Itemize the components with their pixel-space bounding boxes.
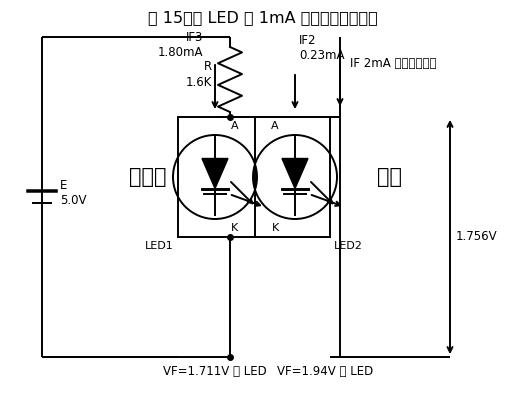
Text: 暗い: 暗い: [378, 167, 402, 187]
Text: IF3
1.80mA: IF3 1.80mA: [157, 31, 203, 59]
Text: 明るい: 明るい: [128, 167, 166, 187]
Text: VF=1.94V の LED: VF=1.94V の LED: [277, 365, 373, 378]
Text: VF=1.711V の LED: VF=1.711V の LED: [163, 365, 267, 378]
Text: IF 2mA を流すつもり: IF 2mA を流すつもり: [350, 57, 437, 70]
Text: LED1: LED1: [145, 241, 174, 251]
Text: K: K: [272, 223, 279, 233]
Text: R
1.6K: R 1.6K: [186, 61, 212, 88]
Text: 図 15　各 LED に 1mA 流すつもりの実験: 図 15 各 LED に 1mA 流すつもりの実験: [148, 10, 378, 25]
Text: K: K: [231, 223, 238, 233]
Text: A: A: [231, 121, 239, 131]
Bar: [178, 117, 330, 237]
Text: IF2
0.23mA: IF2 0.23mA: [299, 34, 345, 62]
Polygon shape: [282, 158, 308, 188]
Text: A: A: [271, 121, 279, 131]
Text: LED2: LED2: [334, 241, 363, 251]
Text: E
5.0V: E 5.0V: [60, 179, 86, 207]
Polygon shape: [202, 158, 228, 188]
Text: 1.756V: 1.756V: [456, 230, 498, 243]
